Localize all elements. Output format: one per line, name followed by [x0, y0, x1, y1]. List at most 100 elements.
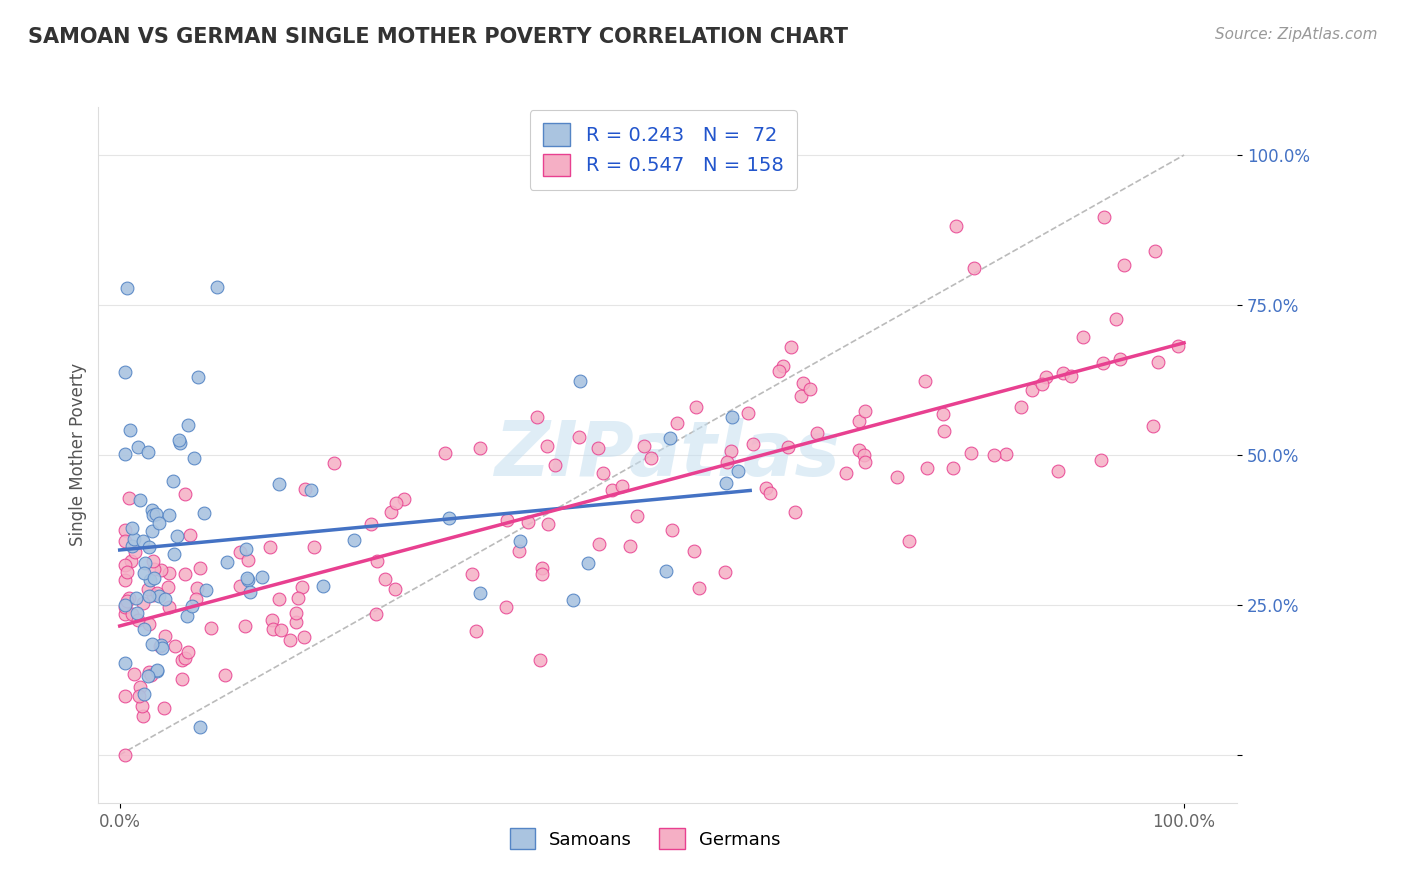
Point	[169, 436, 191, 450]
Point	[250, 569, 273, 583]
Point	[772, 359, 794, 374]
Point	[142, 554, 165, 568]
Point	[128, 689, 150, 703]
Point	[742, 437, 765, 451]
Point	[569, 375, 592, 389]
Point	[138, 582, 160, 596]
Point	[1142, 419, 1164, 434]
Point	[177, 418, 200, 433]
Point	[433, 445, 456, 459]
Point	[146, 586, 169, 600]
Point	[526, 410, 548, 425]
Point	[688, 581, 710, 595]
Point	[141, 637, 163, 651]
Point	[384, 496, 406, 510]
Point	[132, 596, 155, 610]
Point	[138, 665, 160, 679]
Point	[114, 573, 136, 587]
Point	[576, 557, 599, 571]
Point	[114, 599, 136, 613]
Point	[768, 364, 790, 378]
Point	[852, 448, 875, 462]
Point	[229, 579, 252, 593]
Point	[145, 508, 167, 522]
Point	[163, 547, 186, 561]
Point	[626, 508, 648, 523]
Point	[960, 446, 983, 460]
Point	[568, 430, 591, 444]
Point	[150, 641, 173, 656]
Point	[848, 414, 870, 428]
Point	[127, 440, 149, 454]
Point	[174, 651, 197, 665]
Point	[235, 619, 257, 633]
Point	[125, 591, 148, 606]
Point	[586, 441, 609, 455]
Point	[683, 544, 706, 558]
Point	[124, 545, 146, 559]
Point	[269, 591, 291, 606]
Point	[294, 482, 316, 496]
Point	[640, 450, 662, 465]
Point	[941, 461, 963, 475]
Point	[155, 629, 177, 643]
Point	[945, 219, 967, 234]
Legend: Samoans, Germans: Samoans, Germans	[502, 822, 787, 856]
Point	[380, 505, 402, 519]
Point	[170, 653, 193, 667]
Point	[853, 404, 876, 418]
Point	[131, 699, 153, 714]
Point	[260, 613, 283, 627]
Point	[173, 487, 195, 501]
Point	[184, 592, 207, 607]
Point	[374, 572, 396, 586]
Point	[148, 516, 170, 531]
Point	[685, 401, 707, 415]
Point	[125, 606, 148, 620]
Point	[117, 281, 139, 295]
Point	[516, 516, 538, 530]
Point	[658, 431, 681, 445]
Point	[179, 527, 201, 541]
Point	[299, 483, 322, 497]
Point	[312, 579, 335, 593]
Point	[561, 593, 583, 607]
Point	[120, 553, 142, 567]
Point	[163, 640, 186, 654]
Point	[384, 582, 406, 596]
Point	[205, 280, 228, 294]
Point	[897, 534, 920, 549]
Point	[118, 491, 141, 505]
Point	[114, 656, 136, 670]
Point	[1108, 352, 1130, 367]
Point	[187, 370, 209, 384]
Point	[157, 508, 180, 522]
Point	[262, 622, 284, 636]
Point	[1052, 367, 1074, 381]
Point	[544, 458, 567, 473]
Point	[1091, 356, 1114, 370]
Point	[167, 434, 190, 448]
Point	[1104, 312, 1126, 326]
Point	[132, 622, 155, 636]
Point	[848, 443, 870, 458]
Point	[138, 589, 160, 603]
Point	[156, 580, 179, 594]
Point	[737, 406, 759, 420]
Point	[495, 600, 517, 615]
Point	[439, 510, 461, 524]
Point	[162, 474, 184, 488]
Point	[214, 668, 236, 682]
Point	[180, 599, 202, 613]
Point	[392, 491, 415, 506]
Point	[360, 516, 382, 531]
Point	[136, 668, 159, 682]
Point	[530, 566, 553, 581]
Point	[666, 416, 689, 430]
Point	[1090, 453, 1112, 467]
Point	[118, 591, 141, 605]
Point	[141, 668, 163, 682]
Point	[1167, 339, 1189, 353]
Point	[531, 561, 554, 575]
Point	[284, 615, 307, 629]
